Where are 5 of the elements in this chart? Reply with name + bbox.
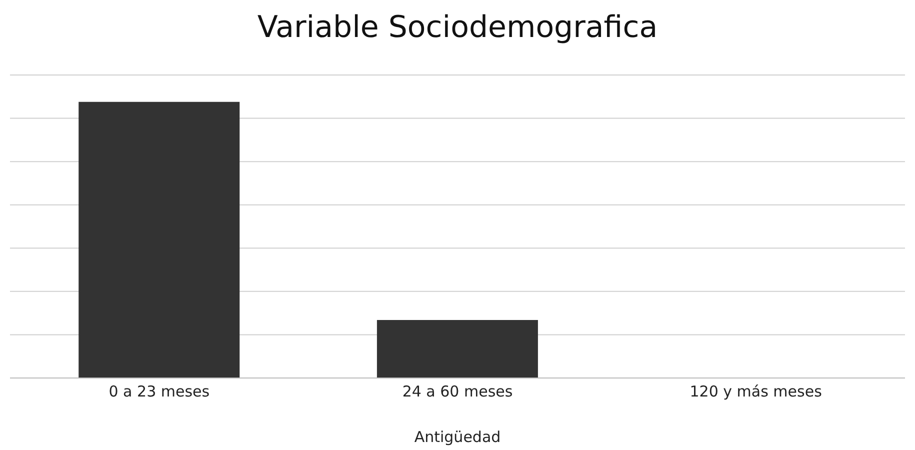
x-tick-label: 24 a 60 meses [402,382,513,401]
x-axis-title: Antigüedad [414,428,501,446]
chart-title: Variable Sociodemografica [256,9,659,47]
x-tick-label: 0 a 23 meses [108,382,210,401]
x-tick-label: 120 y más meses [690,382,822,401]
